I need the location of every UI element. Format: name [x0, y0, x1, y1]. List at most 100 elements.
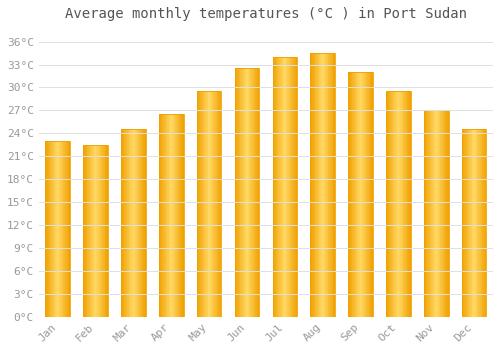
- Bar: [103, 145, 104, 317]
- Bar: [58, 141, 59, 317]
- Bar: [256, 68, 257, 317]
- Bar: [370, 72, 371, 317]
- Bar: [121, 130, 122, 317]
- Bar: [441, 110, 442, 317]
- Bar: [139, 130, 140, 317]
- Bar: [257, 68, 258, 317]
- Bar: [126, 130, 127, 317]
- Bar: [54, 141, 56, 317]
- Bar: [170, 114, 172, 317]
- Bar: [220, 91, 222, 317]
- Bar: [125, 130, 126, 317]
- Bar: [123, 130, 124, 317]
- Bar: [124, 130, 125, 317]
- Bar: [314, 53, 316, 317]
- Bar: [313, 53, 314, 317]
- Bar: [404, 91, 405, 317]
- Bar: [216, 91, 218, 317]
- Bar: [322, 53, 324, 317]
- Bar: [408, 91, 409, 317]
- Bar: [474, 130, 475, 317]
- Bar: [201, 91, 202, 317]
- Bar: [402, 91, 404, 317]
- Bar: [94, 145, 95, 317]
- Bar: [279, 57, 280, 317]
- Bar: [46, 141, 47, 317]
- Bar: [211, 91, 212, 317]
- Bar: [471, 130, 472, 317]
- Bar: [132, 130, 134, 317]
- Bar: [399, 91, 400, 317]
- Bar: [292, 57, 293, 317]
- Bar: [218, 91, 219, 317]
- Bar: [251, 68, 252, 317]
- Bar: [394, 91, 395, 317]
- Bar: [479, 130, 480, 317]
- Bar: [140, 130, 141, 317]
- Bar: [462, 130, 464, 317]
- Bar: [325, 53, 326, 317]
- Bar: [348, 72, 349, 317]
- Bar: [434, 110, 436, 317]
- Bar: [167, 114, 168, 317]
- Bar: [444, 110, 446, 317]
- Bar: [293, 57, 294, 317]
- Bar: [310, 53, 335, 317]
- Bar: [472, 130, 474, 317]
- Bar: [280, 57, 281, 317]
- Bar: [397, 91, 398, 317]
- Bar: [244, 68, 246, 317]
- Bar: [138, 130, 139, 317]
- Bar: [469, 130, 470, 317]
- Bar: [447, 110, 448, 317]
- Bar: [100, 145, 102, 317]
- Bar: [97, 145, 98, 317]
- Bar: [326, 53, 327, 317]
- Bar: [484, 130, 485, 317]
- Bar: [128, 130, 130, 317]
- Bar: [208, 91, 209, 317]
- Bar: [424, 110, 448, 317]
- Bar: [160, 114, 162, 317]
- Bar: [317, 53, 318, 317]
- Bar: [430, 110, 432, 317]
- Bar: [356, 72, 358, 317]
- Bar: [99, 145, 100, 317]
- Bar: [476, 130, 478, 317]
- Bar: [131, 130, 132, 317]
- Bar: [359, 72, 360, 317]
- Bar: [252, 68, 254, 317]
- Bar: [180, 114, 181, 317]
- Bar: [283, 57, 284, 317]
- Bar: [390, 91, 391, 317]
- Bar: [438, 110, 440, 317]
- Bar: [462, 130, 486, 317]
- Bar: [255, 68, 256, 317]
- Bar: [327, 53, 328, 317]
- Bar: [278, 57, 279, 317]
- Bar: [53, 141, 54, 317]
- Bar: [246, 68, 247, 317]
- Bar: [237, 68, 238, 317]
- Bar: [443, 110, 444, 317]
- Bar: [142, 130, 144, 317]
- Bar: [392, 91, 394, 317]
- Bar: [318, 53, 320, 317]
- Bar: [172, 114, 173, 317]
- Bar: [86, 145, 88, 317]
- Bar: [274, 57, 275, 317]
- Bar: [88, 145, 89, 317]
- Bar: [310, 53, 311, 317]
- Bar: [134, 130, 135, 317]
- Bar: [331, 53, 332, 317]
- Bar: [214, 91, 215, 317]
- Bar: [136, 130, 138, 317]
- Bar: [368, 72, 369, 317]
- Bar: [480, 130, 482, 317]
- Bar: [67, 141, 68, 317]
- Bar: [197, 91, 222, 317]
- Bar: [428, 110, 429, 317]
- Bar: [446, 110, 447, 317]
- Bar: [178, 114, 180, 317]
- Bar: [425, 110, 426, 317]
